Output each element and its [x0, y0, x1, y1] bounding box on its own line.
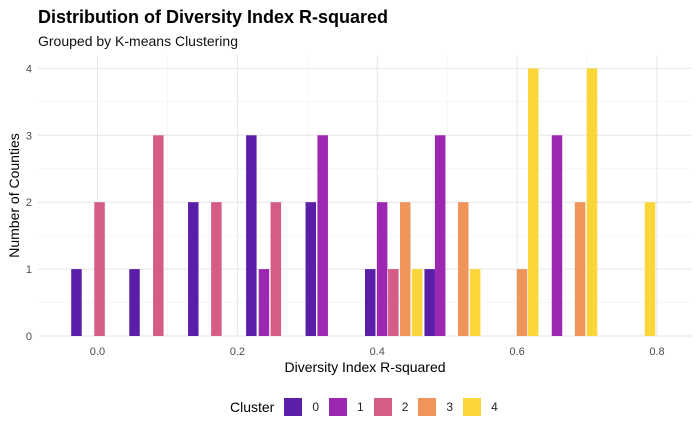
bar-cluster-0	[188, 202, 199, 336]
y-tick-label: 3	[26, 130, 32, 142]
x-tick-label: 0.6	[509, 346, 524, 358]
chart-subtitle: Grouped by K-means Clustering	[38, 33, 238, 49]
bar-cluster-3	[458, 202, 469, 336]
bar-cluster-4	[644, 202, 656, 336]
bar-cluster-4	[527, 68, 539, 336]
bar-cluster-0	[129, 269, 140, 336]
bar-cluster-1	[376, 202, 388, 336]
bar-cluster-1	[258, 269, 270, 336]
bar-cluster-0	[71, 269, 82, 336]
x-tick-label: 0.2	[230, 346, 245, 358]
y-tick-label: 4	[26, 63, 32, 75]
legend-item-cluster-3: 3	[418, 398, 453, 416]
legend-label: 2	[401, 400, 409, 414]
legend-label: 3	[446, 400, 454, 414]
legend-swatch	[463, 398, 482, 416]
bar-cluster-3	[574, 202, 586, 336]
x-axis-title: Diversity Index R-squared	[284, 359, 445, 375]
legend-items: 0 1 2 3 4	[284, 398, 507, 416]
bar-cluster-2	[388, 269, 399, 336]
bar-cluster-0	[246, 135, 257, 336]
legend-swatch	[418, 398, 437, 416]
bar-cluster-2	[153, 135, 164, 336]
x-tick-label: 0.4	[370, 346, 385, 358]
bar-cluster-0	[424, 269, 435, 336]
x-tick-labels: 0.0 0.2 0.4 0.6 0.8	[90, 346, 665, 358]
legend: Cluster 0 1 2 3 4	[230, 396, 508, 418]
legend-label: 4	[491, 400, 498, 414]
bar-cluster-2	[94, 202, 105, 336]
y-tick-label: 2	[26, 197, 32, 209]
x-tick-label: 0.8	[649, 346, 664, 358]
legend-swatch	[284, 398, 303, 416]
bar-cluster-3	[399, 202, 411, 336]
bar-cluster-2	[211, 202, 222, 336]
legend-item-cluster-1: 1	[329, 398, 364, 416]
bar-cluster-4	[586, 68, 598, 336]
legend-label: 0	[312, 400, 320, 414]
chart-title: Distribution of Diversity Index R-square…	[38, 7, 389, 27]
legend-title: Cluster	[230, 399, 275, 415]
bar-cluster-4	[469, 269, 481, 336]
legend-swatch	[373, 398, 392, 416]
y-tick-label: 1	[26, 264, 32, 276]
legend-item-cluster-4: 4	[463, 398, 498, 416]
legend-swatch	[329, 398, 348, 416]
y-tick-label: 0	[26, 331, 32, 343]
histogram-chart: 0.0 0.2 0.4 0.6 0.8 0 1 2 3 4 Diversity Index R-…	[6, 55, 692, 375]
bars	[71, 68, 656, 336]
bar-cluster-1	[317, 135, 328, 336]
bar-cluster-0	[365, 269, 376, 336]
legend-item-cluster-2: 2	[373, 398, 409, 416]
legend-item-cluster-0: 0	[284, 398, 319, 416]
bar-cluster-1	[551, 135, 563, 336]
bar-cluster-3	[516, 269, 528, 336]
y-axis-title: Number of Counties	[6, 133, 22, 258]
bar-cluster-4	[411, 269, 423, 336]
y-tick-labels: 0 1 2 3 4	[26, 63, 32, 343]
bar-cluster-1	[434, 135, 446, 336]
bar-cluster-2	[270, 202, 282, 336]
bar-cluster-0	[305, 202, 317, 336]
legend-label: 1	[357, 400, 364, 414]
x-tick-label: 0.0	[90, 346, 105, 358]
